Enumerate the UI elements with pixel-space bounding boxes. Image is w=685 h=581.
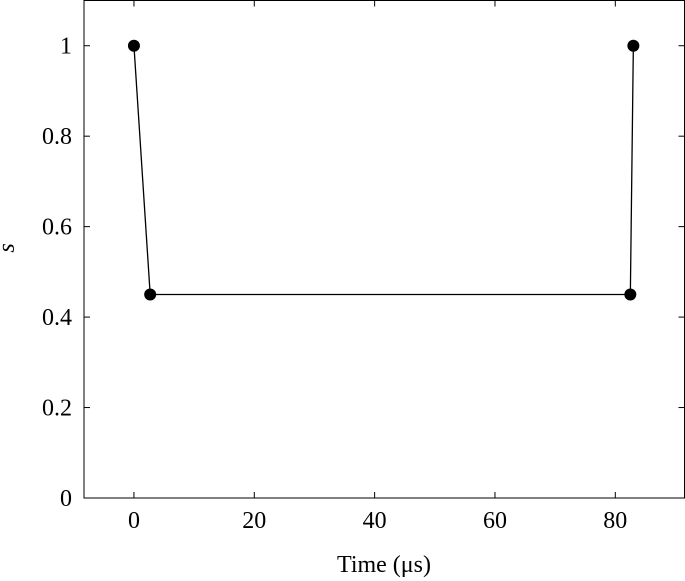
point — [627, 39, 640, 52]
y-tick-label: 0 — [60, 486, 72, 512]
x-tick-label: 80 — [603, 508, 627, 534]
x-tick-label: 40 — [363, 508, 387, 534]
plot-frame — [83, 0, 685, 499]
x-tick-label: 60 — [483, 508, 507, 534]
x-axis-label: Time (μs) — [337, 552, 431, 578]
x-tick-label: 20 — [242, 508, 266, 534]
point — [127, 39, 140, 52]
line — [133, 45, 635, 296]
y-axis-label: s — [0, 243, 20, 252]
y-tick-label: 0.6 — [42, 215, 72, 241]
y-tick-label: 0.4 — [42, 305, 72, 331]
point — [624, 288, 637, 301]
y-tick-label: 1 — [60, 34, 72, 60]
x-tick-label: 0 — [128, 508, 140, 534]
y-tick-label: 0.2 — [42, 396, 72, 422]
point — [144, 288, 157, 301]
y-tick-label: 0.8 — [42, 124, 72, 150]
